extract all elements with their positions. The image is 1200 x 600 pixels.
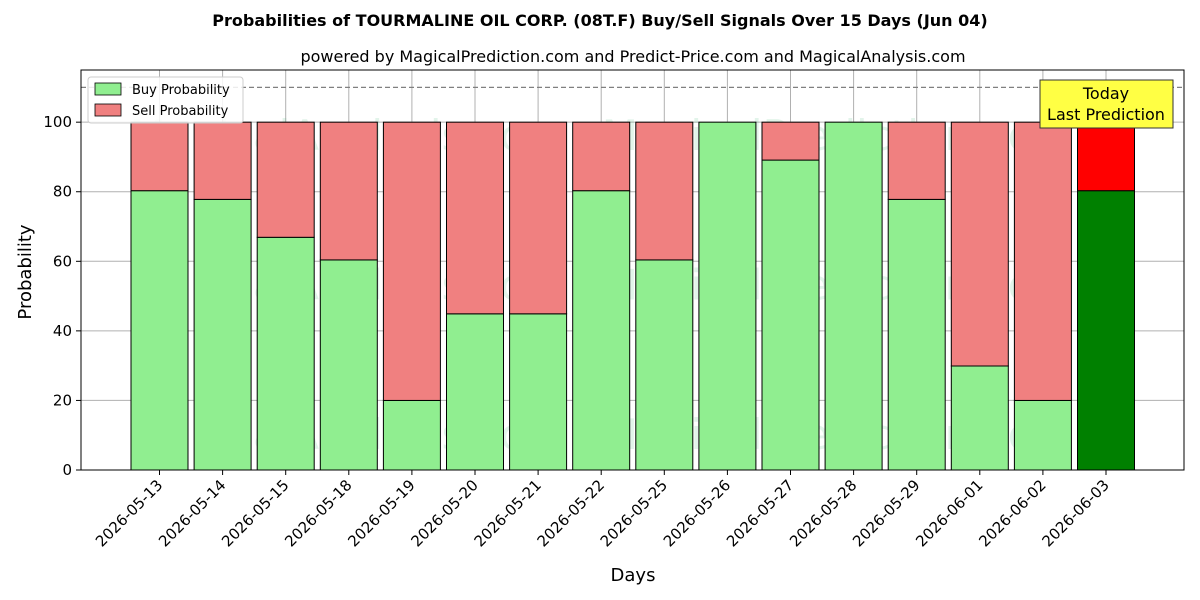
x-tick-label: 2026-05-29 (849, 476, 923, 550)
bar-buy (698, 121, 757, 471)
x-tick-label: 2026-05-22 (534, 476, 608, 550)
bar-sell (1013, 121, 1072, 401)
bar-buy (635, 259, 694, 471)
legend-swatch-buy (94, 82, 122, 96)
legend-swatch-sell (94, 103, 122, 117)
x-axis-label: Days (611, 565, 656, 586)
x-axis-ticks: 2026-05-132026-05-142026-05-152026-05-18… (92, 470, 1113, 550)
chart-subtitle: powered by MagicalPrediction.com and Pre… (300, 47, 965, 66)
bar-sell (887, 121, 946, 200)
x-tick-label: 2026-05-25 (597, 476, 671, 550)
bar-buy (446, 313, 504, 471)
bar-buy (761, 159, 820, 471)
y-tick-label: 40 (53, 322, 72, 340)
bar-sell (509, 121, 568, 315)
x-tick-label: 2026-05-21 (471, 476, 545, 550)
bar-sell (193, 121, 252, 200)
y-tick-label: 80 (53, 183, 72, 201)
legend-label-buy: Buy Probability (132, 83, 230, 98)
bar-sell (256, 121, 315, 238)
legend-label-sell: Sell Probability (132, 104, 229, 119)
plot-frame (80, 69, 1185, 471)
bar-buy (130, 190, 189, 471)
x-tick-label: 2026-06-01 (912, 476, 986, 550)
bar-buy (319, 259, 378, 471)
y-tick-label: 100 (43, 113, 72, 131)
today-label: Today (1082, 84, 1129, 103)
x-tick-label: 2026-05-18 (281, 476, 355, 550)
bar-sell (319, 121, 378, 261)
bar-buy (1013, 399, 1072, 471)
x-tick-label: 2026-05-26 (660, 476, 734, 550)
today-annotation: Today Last Prediction (1039, 79, 1174, 129)
x-tick-label: 2026-05-20 (407, 476, 481, 550)
bar-sell (130, 121, 189, 192)
bar-sell (761, 121, 820, 161)
x-tick-label: 2026-05-15 (218, 476, 292, 550)
x-tick-label: 2026-05-14 (155, 476, 229, 550)
bar-sell (572, 121, 631, 192)
legend-box (87, 76, 244, 124)
y-tick-label: 0 (62, 461, 72, 479)
y-tick-label: 60 (53, 252, 72, 270)
bar-sell (382, 121, 441, 401)
bar-buy (382, 399, 441, 471)
bars (130, 121, 1135, 471)
x-tick-label: 2026-05-27 (723, 476, 797, 550)
x-tick-label: 2026-06-02 (975, 476, 1049, 550)
y-tick-label: 20 (53, 391, 72, 409)
bar-buy (950, 365, 1009, 471)
bar-sell (950, 121, 1009, 367)
bar-buy (887, 198, 946, 471)
x-tick-label: 2026-06-03 (1038, 476, 1112, 550)
bar-sell (1077, 121, 1135, 192)
bar-buy (1077, 190, 1135, 471)
x-tick-label: 2026-05-13 (92, 476, 166, 550)
y-axis-ticks: 0 20 40 60 80 100 (43, 113, 81, 479)
today-box (1039, 79, 1174, 129)
bar-buy (256, 236, 315, 471)
chart-title: Probabilities of TOURMALINE OIL CORP. (0… (212, 11, 987, 30)
bar-buy (824, 121, 883, 471)
x-tick-label: 2026-05-28 (786, 476, 860, 550)
bar-buy (572, 190, 631, 471)
x-tick-label: 2026-05-19 (344, 476, 418, 550)
bar-sell (446, 121, 504, 315)
bar-buy (193, 198, 252, 471)
legend: Buy Probability Sell Probability (87, 76, 244, 124)
last-prediction-label: Last Prediction (1047, 105, 1165, 124)
bar-buy (509, 313, 568, 471)
bar-sell (635, 121, 694, 261)
y-axis-label: Probability (15, 224, 36, 319)
